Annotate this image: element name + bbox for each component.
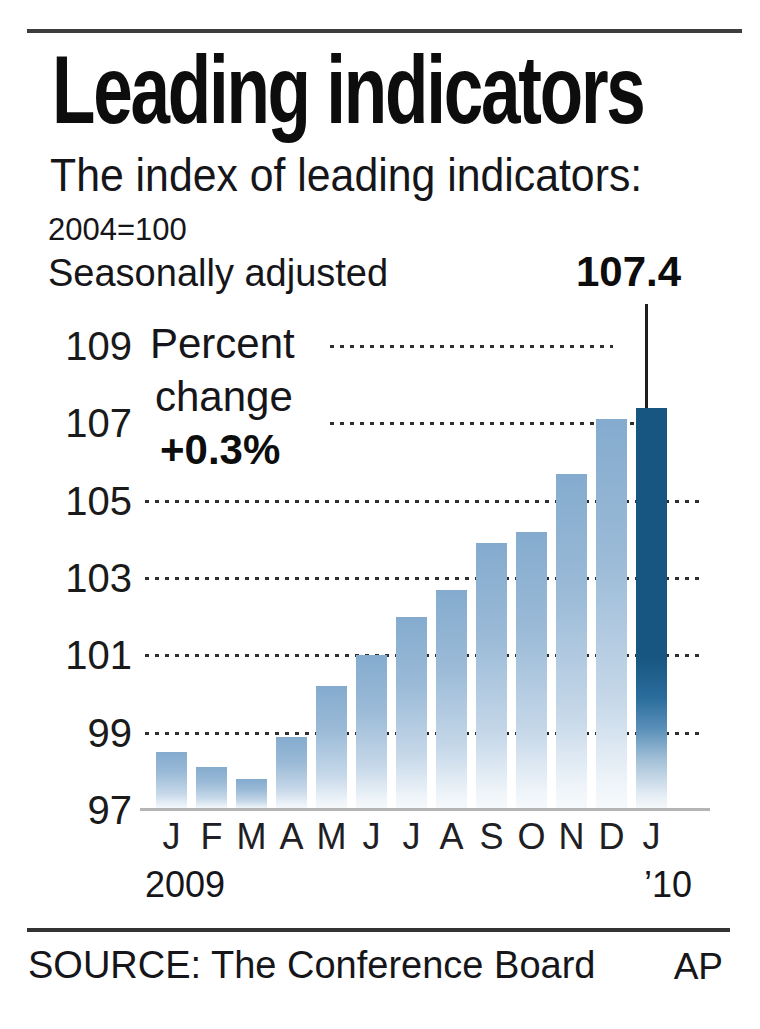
y-tick-label-109: 109 (40, 325, 132, 367)
credit-text: AP (650, 946, 723, 988)
ap-graphic: Leading indicators The index of leading … (0, 0, 760, 1029)
y-tick-label-101: 101 (40, 634, 132, 676)
x-tick-label-0: J (152, 816, 192, 858)
bar-S-8 (476, 543, 507, 810)
bar-J-5 (356, 655, 387, 810)
gridline-109 (330, 345, 613, 348)
y-tick-label-103: 103 (40, 557, 132, 599)
x-tick-label-6: J (392, 816, 432, 858)
bar-F-1 (196, 767, 227, 810)
x-tick-label-1: F (192, 816, 232, 858)
year-label-10: ’10 (617, 864, 692, 906)
y-tick-label-107: 107 (40, 402, 132, 444)
y-tick-label-97: 97 (40, 789, 132, 831)
year-label-2009: 2009 (145, 864, 225, 906)
bar-J-0 (156, 752, 187, 810)
x-tick-label-11: D (592, 816, 632, 858)
x-axis-baseline (140, 808, 710, 811)
x-tick-label-7: A (432, 816, 472, 858)
bar-J-6 (396, 617, 427, 810)
x-tick-label-3: A (272, 816, 312, 858)
bar-M-4 (316, 686, 347, 810)
bottom-rule (27, 928, 730, 932)
x-tick-label-4: M (312, 816, 352, 858)
y-tick-label-105: 105 (40, 480, 132, 522)
peak-pointer-line (645, 304, 648, 408)
y-tick-label-99: 99 (40, 712, 132, 754)
source-text: SOURCE: The Conference Board (28, 944, 595, 987)
x-tick-label-5: J (352, 816, 392, 858)
bar-J-12 (636, 408, 667, 810)
bar-O-9 (516, 532, 547, 810)
bar-A-3 (276, 737, 307, 810)
bar-A-7 (436, 590, 467, 810)
x-tick-label-8: S (472, 816, 512, 858)
bar-D-11 (596, 419, 627, 810)
x-tick-label-2: M (232, 816, 272, 858)
x-tick-label-10: N (552, 816, 592, 858)
bar-N-10 (556, 474, 587, 810)
x-tick-label-12: J (632, 816, 672, 858)
x-tick-label-9: O (512, 816, 552, 858)
bar-M-2 (236, 779, 267, 810)
